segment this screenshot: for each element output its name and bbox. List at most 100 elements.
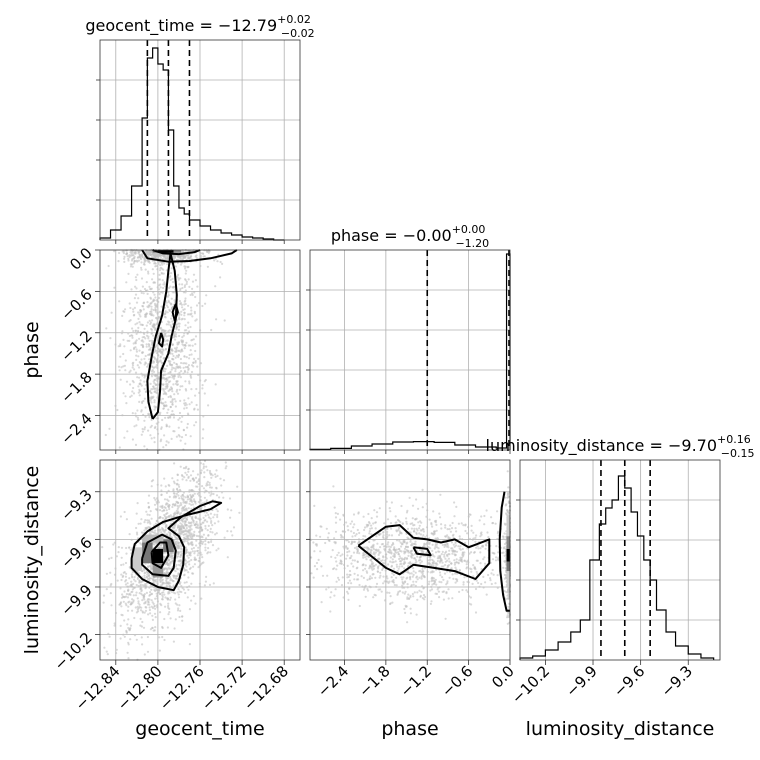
scatter-point xyxy=(407,549,410,553)
scatter-point xyxy=(148,348,151,351)
scatter-point xyxy=(399,549,402,553)
scatter-point xyxy=(177,353,180,356)
scatter-point xyxy=(165,509,168,512)
scatter-point xyxy=(147,260,151,263)
scatter-point xyxy=(115,652,118,655)
scatter-point xyxy=(139,309,142,312)
scatter-point xyxy=(448,549,451,552)
scatter-point xyxy=(409,540,412,543)
scatter-point xyxy=(159,440,162,443)
scatter-point xyxy=(183,506,186,509)
scatter-point xyxy=(193,492,196,495)
scatter-point xyxy=(377,548,380,551)
scatter-point xyxy=(393,546,396,549)
scatter-point xyxy=(195,304,199,307)
scatter-point xyxy=(352,513,356,516)
scatter-point xyxy=(150,593,153,596)
scatter-point xyxy=(135,512,138,515)
scatter-point xyxy=(477,547,480,550)
scatter-point xyxy=(152,308,155,312)
scatter-point xyxy=(167,376,170,379)
scatter-point xyxy=(207,547,210,550)
scatter-point xyxy=(467,515,470,518)
scatter-point xyxy=(143,602,146,605)
scatter-point xyxy=(396,569,399,573)
scatter-point xyxy=(180,257,183,260)
scatter-point xyxy=(398,565,401,568)
scatter-point xyxy=(141,427,144,431)
scatter-point xyxy=(407,597,410,600)
scatter-point xyxy=(425,551,428,554)
scatter-point xyxy=(435,583,438,586)
scatter-point xyxy=(179,547,182,550)
scatter-point xyxy=(182,372,185,375)
scatter-point xyxy=(180,562,183,565)
scatter-point xyxy=(146,521,149,524)
scatter-point xyxy=(197,535,200,538)
scatter-point xyxy=(148,586,151,589)
scatter-point xyxy=(185,581,188,584)
scatter-point xyxy=(133,257,136,260)
scatter-point xyxy=(167,408,170,411)
scatter-point xyxy=(230,530,233,533)
scatter-point xyxy=(131,390,134,393)
scatter-point xyxy=(126,651,129,654)
scatter-point xyxy=(505,503,508,506)
scatter-point xyxy=(451,552,454,555)
scatter-point xyxy=(215,508,218,511)
scatter-point xyxy=(438,561,441,564)
title-geocent-time-minus: −0.02 xyxy=(281,27,315,40)
scatter-point xyxy=(171,398,174,401)
scatter-point xyxy=(153,253,156,256)
scatter-point xyxy=(409,522,412,526)
scatter-point xyxy=(161,376,164,379)
scatter-point xyxy=(184,537,187,540)
scatter-point xyxy=(146,292,149,295)
scatter-point xyxy=(315,561,319,565)
scatter-point xyxy=(180,303,183,306)
scatter-point xyxy=(226,556,229,559)
scatter-point xyxy=(179,399,182,402)
scatter-point xyxy=(152,361,155,364)
scatter-point xyxy=(431,549,434,553)
scatter-point xyxy=(107,264,110,268)
scatter-point xyxy=(454,572,457,575)
scatter-point xyxy=(170,579,174,582)
scatter-point xyxy=(484,581,487,584)
scatter-point xyxy=(469,567,472,570)
scatter-point xyxy=(209,517,212,520)
scatter-point xyxy=(440,565,443,568)
scatter-point xyxy=(122,338,125,341)
scatter-point xyxy=(356,560,359,564)
scatter-point xyxy=(143,263,146,266)
scatter-point xyxy=(412,595,415,598)
scatter-point xyxy=(130,602,133,606)
scatter-point xyxy=(315,544,318,547)
scatter-point xyxy=(132,586,136,589)
scatter-point xyxy=(439,516,442,519)
scatter-point xyxy=(220,484,223,487)
scatter-point xyxy=(176,482,179,485)
scatter-point xyxy=(179,350,182,353)
scatter-point xyxy=(117,546,120,549)
scatter-point xyxy=(174,333,177,336)
scatter-point xyxy=(453,501,456,504)
scatter-point xyxy=(173,492,176,495)
scatter-point xyxy=(135,350,138,353)
scatter-point xyxy=(134,323,137,326)
scatter-point xyxy=(165,323,168,326)
scatter-point xyxy=(151,531,154,534)
scatter-point xyxy=(319,535,322,538)
scatter-point xyxy=(177,573,180,576)
scatter-point xyxy=(198,391,201,394)
scatter-point xyxy=(149,321,152,324)
scatter-point xyxy=(156,318,159,321)
scatter-point xyxy=(165,491,168,494)
scatter-point xyxy=(200,542,203,545)
scatter-point xyxy=(188,563,191,566)
scatter-point xyxy=(358,583,361,587)
scatter-point xyxy=(408,496,411,499)
scatter-point xyxy=(161,510,164,513)
scatter-point xyxy=(197,526,200,530)
scatter-point xyxy=(170,308,173,311)
